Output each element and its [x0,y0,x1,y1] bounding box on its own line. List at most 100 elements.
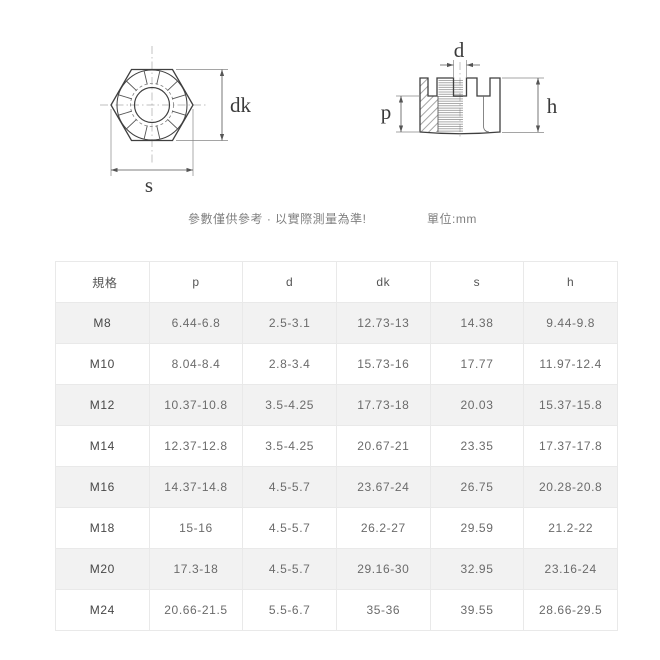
cell-s: 29.59 [429,507,525,549]
cell-dk: 35-36 [335,589,431,631]
cell-p: 14.37-14.8 [148,466,244,508]
cell-p: 10.37-10.8 [148,384,244,426]
thread-lines [438,79,463,132]
nut-body-outline [419,77,501,135]
arrow-up-icon [535,78,541,85]
bore-circle [133,86,171,124]
arrow-right-icon [447,62,454,68]
arrow-down-icon [219,134,225,141]
slot-lines [118,70,186,140]
cell-h: 15.37-15.8 [523,384,618,426]
arrow-up-icon [219,69,225,76]
cell-d: 4.5-5.7 [242,507,337,549]
dim-label-d: d [454,38,465,62]
cell-s: 23.35 [429,425,525,467]
cell-d: 2.8-3.4 [242,343,337,385]
spec-table: 規格 p d dk s h M8 6.44-6.8 2.5-3.1 12.73-… [55,261,618,631]
cell-h: 28.66-29.5 [523,589,618,631]
col-header-spec: 規格 [55,261,150,303]
col-header-p: p [148,261,244,303]
cell-s: 39.55 [429,589,525,631]
table-row-m20: M20 17.3-18 4.5-5.7 29.16-30 32.95 23.16… [55,548,618,590]
arrow-left-icon [466,62,473,68]
cell-spec: M10 [55,343,150,385]
cell-dk: 23.67-24 [335,466,431,508]
col-header-d: d [242,261,337,303]
table-row-m18: M18 15-16 4.5-5.7 26.2-27 29.59 21.2-22 [55,507,618,549]
dim-label-h: h [547,94,558,118]
cell-dk: 20.67-21 [335,425,431,467]
cell-dk: 12.73-13 [335,302,431,344]
table-row-m8: M8 6.44-6.8 2.5-3.1 12.73-13 14.38 9.44-… [55,302,618,344]
centerlines [100,46,206,164]
section-hatch [420,78,438,132]
cell-spec: M18 [55,507,150,549]
cell-p: 17.3-18 [148,548,244,590]
cell-dk: 26.2-27 [335,507,431,549]
arrow-right-icon [186,167,193,173]
cell-h: 23.16-24 [523,548,618,590]
chamfer-circle [116,69,188,141]
arrow-left-icon [111,167,118,173]
dim-label-s: s [145,173,153,197]
cell-d: 5.5-6.7 [242,589,337,631]
cell-s: 20.03 [429,384,525,426]
technical-drawing: dk s d [100,38,558,197]
arrow-up-icon [398,96,404,103]
cell-s: 32.95 [429,548,525,590]
cell-dk: 15.73-16 [335,343,431,385]
dim-label-p: p [381,100,392,124]
cell-d: 4.5-5.7 [242,466,337,508]
cell-p: 20.66-21.5 [148,589,244,631]
cell-dk: 29.16-30 [335,548,431,590]
h-extension-lines [502,77,544,133]
cell-spec: M12 [55,384,150,426]
cell-h: 21.2-22 [523,507,618,549]
s-extension-lines [110,109,194,176]
dk-extension-lines [176,69,228,141]
p-extension-lines [396,95,420,133]
cell-dk: 17.73-18 [335,384,431,426]
cell-s: 26.75 [429,466,525,508]
cell-d: 3.5-4.25 [242,384,337,426]
col-header-h: h [523,261,618,303]
cell-p: 6.44-6.8 [148,302,244,344]
cell-p: 8.04-8.4 [148,343,244,385]
cell-spec: M16 [55,466,150,508]
unit-label: 單位:mm [427,212,477,226]
cell-p: 12.37-12.8 [148,425,244,467]
nut-section-view: d p h [381,38,558,138]
d-extension-lines [453,60,467,78]
cell-d: 4.5-5.7 [242,548,337,590]
disclaimer-text: 參數僅供參考 · 以實際測量為準! [188,212,367,226]
col-header-s: s [429,261,525,303]
hex-corner-edge [483,96,490,133]
cell-spec: M8 [55,302,150,344]
cell-h: 9.44-9.8 [523,302,618,344]
cell-h: 17.37-17.8 [523,425,618,467]
cell-h: 20.28-20.8 [523,466,618,508]
cell-s: 17.77 [429,343,525,385]
table-row-m10: M10 8.04-8.4 2.8-3.4 15.73-16 17.77 11.9… [55,343,618,385]
cell-spec: M20 [55,548,150,590]
arrow-down-icon [398,125,404,132]
nut-top-view: dk s [100,46,252,197]
cell-d: 3.5-4.25 [242,425,337,467]
cell-s: 14.38 [429,302,525,344]
dim-label-dk: dk [230,93,252,117]
cell-h: 11.97-12.4 [523,343,618,385]
hexagon-outline [110,68,194,142]
table-row-m14: M14 12.37-12.8 3.5-4.25 20.67-21 23.35 1… [55,425,618,467]
table-row-m24: M24 20.66-21.5 5.5-6.7 35-36 39.55 28.66… [55,589,618,631]
cell-spec: M24 [55,589,150,631]
cell-p: 15-16 [148,507,244,549]
arrow-down-icon [535,125,541,132]
table-row-m12: M12 10.37-10.8 3.5-4.25 17.73-18 20.03 1… [55,384,618,426]
cell-spec: M14 [55,425,150,467]
table-row-m16: M16 14.37-14.8 4.5-5.7 23.67-24 26.75 20… [55,466,618,508]
cell-d: 2.5-3.1 [242,302,337,344]
thread-circle [130,83,174,127]
col-header-dk: dk [335,261,431,303]
table-header-row: 規格 p d dk s h [55,261,618,303]
